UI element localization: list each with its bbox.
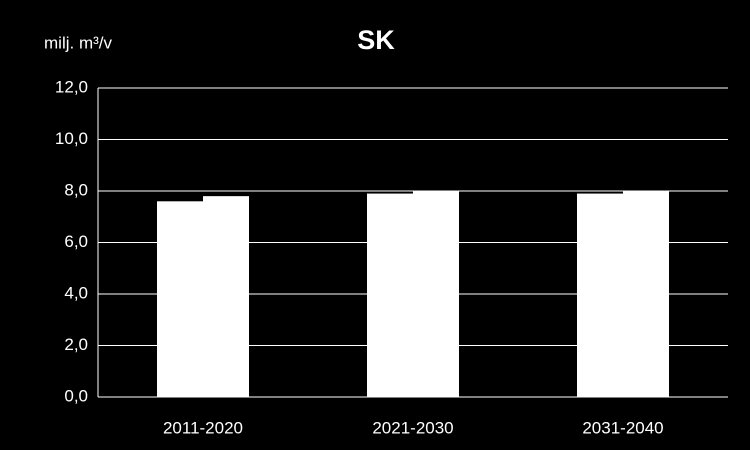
- y-tick-label: 12,0: [55, 77, 88, 96]
- bar: [413, 191, 459, 397]
- x-tick-label: 2031-2040: [582, 418, 663, 437]
- bar: [203, 196, 249, 397]
- y-tick-label: 8,0: [64, 180, 88, 199]
- bar: [623, 191, 669, 397]
- y-tick-label: 2,0: [64, 335, 88, 354]
- y-tick-label: 10,0: [55, 129, 88, 148]
- y-axis-label: milj. m³/v: [44, 33, 112, 52]
- y-tick-label: 6,0: [64, 232, 88, 251]
- y-tick-label: 4,0: [64, 283, 88, 302]
- bar: [367, 193, 413, 397]
- y-tick-label: 0,0: [64, 386, 88, 405]
- bar: [157, 201, 203, 397]
- bar: [577, 193, 623, 397]
- x-tick-label: 2021-2030: [372, 418, 453, 437]
- chart-title: SK: [357, 25, 395, 55]
- x-tick-label: 2011-2020: [163, 418, 243, 437]
